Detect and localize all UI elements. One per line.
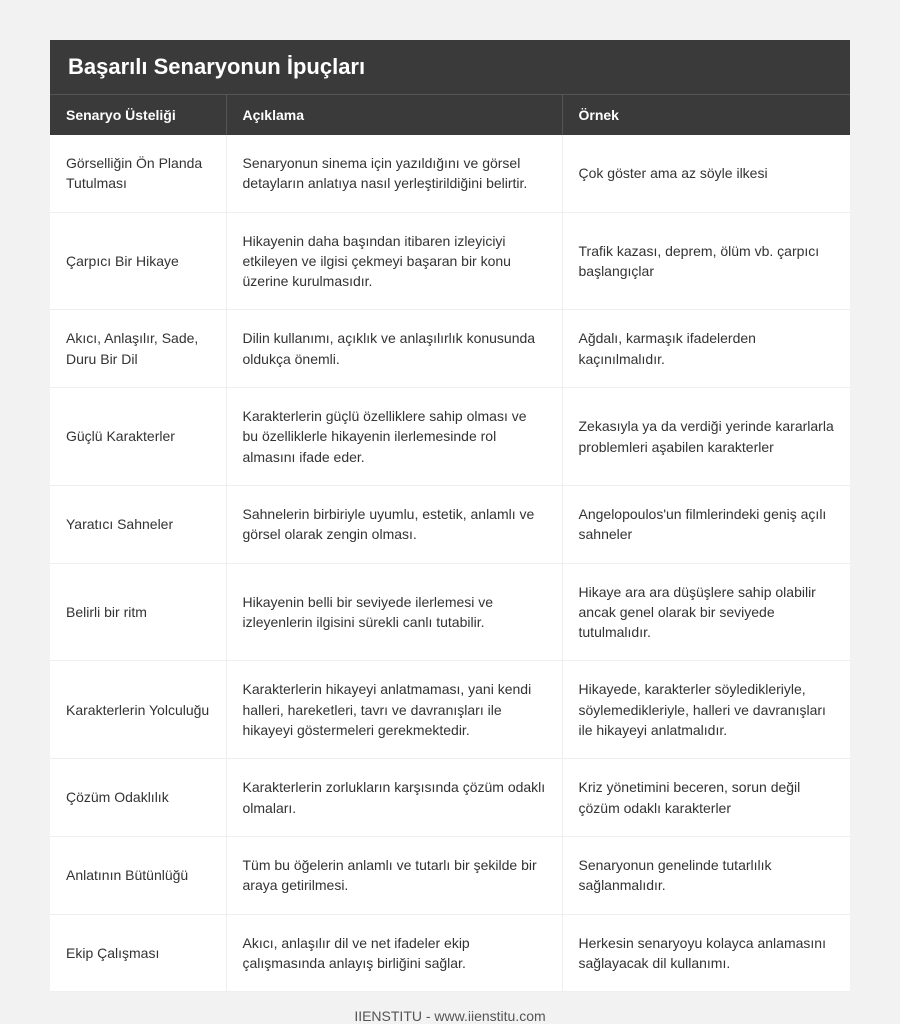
- cell-example: Herkesin senaryoyu kolayca anlamasını sa…: [562, 914, 850, 992]
- cell-description: Dilin kullanımı, açıklık ve anlaşılırlık…: [226, 310, 562, 388]
- cell-description: Tüm bu öğelerin anlamlı ve tutarlı bir ş…: [226, 836, 562, 914]
- cell-feature: Çözüm Odaklılık: [50, 759, 226, 837]
- table-row: Güçlü Karakterler Karakterlerin güçlü öz…: [50, 388, 850, 486]
- content-card: Başarılı Senaryonun İpuçları Senaryo Üst…: [50, 40, 850, 1024]
- cell-example: Senaryonun genelinde tutarlılık sağlanma…: [562, 836, 850, 914]
- cell-description: Senaryonun sinema için yazıldığını ve gö…: [226, 135, 562, 212]
- cell-feature: Yaratıcı Sahneler: [50, 485, 226, 563]
- cell-feature: Karakterlerin Yolculuğu: [50, 661, 226, 759]
- cell-example: Angelopoulos'un filmlerindeki geniş açıl…: [562, 485, 850, 563]
- table-body: Görselliğin Ön Planda Tutulması Senaryon…: [50, 135, 850, 992]
- table-title: Başarılı Senaryonun İpuçları: [50, 40, 850, 95]
- table-row: Ekip Çalışması Akıcı, anlaşılır dil ve n…: [50, 914, 850, 992]
- table-row: Anlatının Bütünlüğü Tüm bu öğelerin anla…: [50, 836, 850, 914]
- cell-description: Karakterlerin zorlukların karşısında çöz…: [226, 759, 562, 837]
- footer-credit: IIENSTITU - www.iienstitu.com: [50, 992, 850, 1024]
- cell-feature: Güçlü Karakterler: [50, 388, 226, 486]
- table-row: Çözüm Odaklılık Karakterlerin zorlukları…: [50, 759, 850, 837]
- cell-description: Karakterlerin hikayeyi anlatmaması, yani…: [226, 661, 562, 759]
- cell-feature: Akıcı, Anlaşılır, Sade, Duru Bir Dil: [50, 310, 226, 388]
- table-row: Akıcı, Anlaşılır, Sade, Duru Bir Dil Dil…: [50, 310, 850, 388]
- cell-description: Karakterlerin güçlü özelliklere sahip ol…: [226, 388, 562, 486]
- col-header-example: Örnek: [562, 95, 850, 135]
- cell-feature: Anlatının Bütünlüğü: [50, 836, 226, 914]
- col-header-description: Açıklama: [226, 95, 562, 135]
- cell-feature: Çarpıcı Bir Hikaye: [50, 212, 226, 310]
- cell-example: Ağdalı, karmaşık ifadelerden kaçınılmalı…: [562, 310, 850, 388]
- cell-feature: Ekip Çalışması: [50, 914, 226, 992]
- col-header-feature: Senaryo Üsteliği: [50, 95, 226, 135]
- cell-description: Hikayenin belli bir seviyede ilerlemesi …: [226, 563, 562, 661]
- cell-example: Hikaye ara ara düşüşlere sahip olabilir …: [562, 563, 850, 661]
- cell-description: Hikayenin daha başından itibaren izleyic…: [226, 212, 562, 310]
- cell-description: Akıcı, anlaşılır dil ve net ifadeler eki…: [226, 914, 562, 992]
- cell-feature: Belirli bir ritm: [50, 563, 226, 661]
- cell-example: Hikayede, karakterler söyledikleriyle, s…: [562, 661, 850, 759]
- table-row: Çarpıcı Bir Hikaye Hikayenin daha başınd…: [50, 212, 850, 310]
- cell-feature: Görselliğin Ön Planda Tutulması: [50, 135, 226, 212]
- table-header-row: Senaryo Üsteliği Açıklama Örnek: [50, 95, 850, 135]
- table-row: Belirli bir ritm Hikayenin belli bir sev…: [50, 563, 850, 661]
- cell-description: Sahnelerin birbiriyle uyumlu, estetik, a…: [226, 485, 562, 563]
- cell-example: Trafik kazası, deprem, ölüm vb. çarpıcı …: [562, 212, 850, 310]
- cell-example: Zekasıyla ya da verdiği yerinde kararlar…: [562, 388, 850, 486]
- cell-example: Kriz yönetimini beceren, sorun değil çöz…: [562, 759, 850, 837]
- table-row: Görselliğin Ön Planda Tutulması Senaryon…: [50, 135, 850, 212]
- table-row: Karakterlerin Yolculuğu Karakterlerin hi…: [50, 661, 850, 759]
- cell-example: Çok göster ama az söyle ilkesi: [562, 135, 850, 212]
- tips-table: Senaryo Üsteliği Açıklama Örnek Görselli…: [50, 95, 850, 992]
- table-row: Yaratıcı Sahneler Sahnelerin birbiriyle …: [50, 485, 850, 563]
